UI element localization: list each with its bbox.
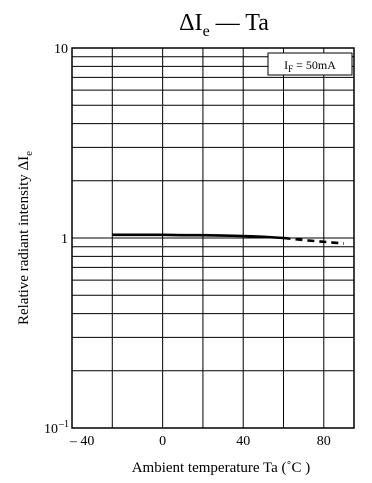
series-group	[112, 233, 345, 245]
legend-rest: = 50mA	[293, 58, 336, 72]
legend-text: IF = 50mA	[284, 58, 336, 74]
legend-main: I	[284, 58, 288, 72]
x-tick-label: 80	[317, 434, 331, 449]
x-tick-label: 0	[159, 434, 166, 449]
y-axis-label-main: Relative radiant intensity ΔI	[16, 156, 32, 325]
plot-frame	[71, 47, 355, 429]
y-tick-label: 10	[54, 42, 68, 57]
chart-title-main: ΔI	[179, 10, 202, 36]
x-tick-label: – 40	[69, 434, 95, 449]
y-axis-label: Relative radiant intensity ΔIe	[16, 151, 35, 325]
series-line-solid	[112, 233, 284, 240]
y-axis-label-sub: e	[23, 151, 35, 156]
series-line-dashed	[283, 236, 345, 245]
x-tick-label: 40	[236, 434, 250, 449]
chart-title-sub: e	[203, 23, 210, 40]
y-tick-exponent: –1	[58, 419, 69, 430]
chart-title-rest: — Ta	[210, 10, 270, 36]
x-axis-label: Ambient temperature Ta (˚C )	[132, 460, 311, 476]
legend-box	[267, 52, 353, 76]
y-tick-label: 10	[44, 422, 58, 437]
grid	[72, 47, 354, 429]
y-tick-label: 1	[61, 232, 68, 247]
legend-sub: F	[288, 64, 293, 74]
chart-title: ΔIe — Ta	[179, 10, 269, 40]
